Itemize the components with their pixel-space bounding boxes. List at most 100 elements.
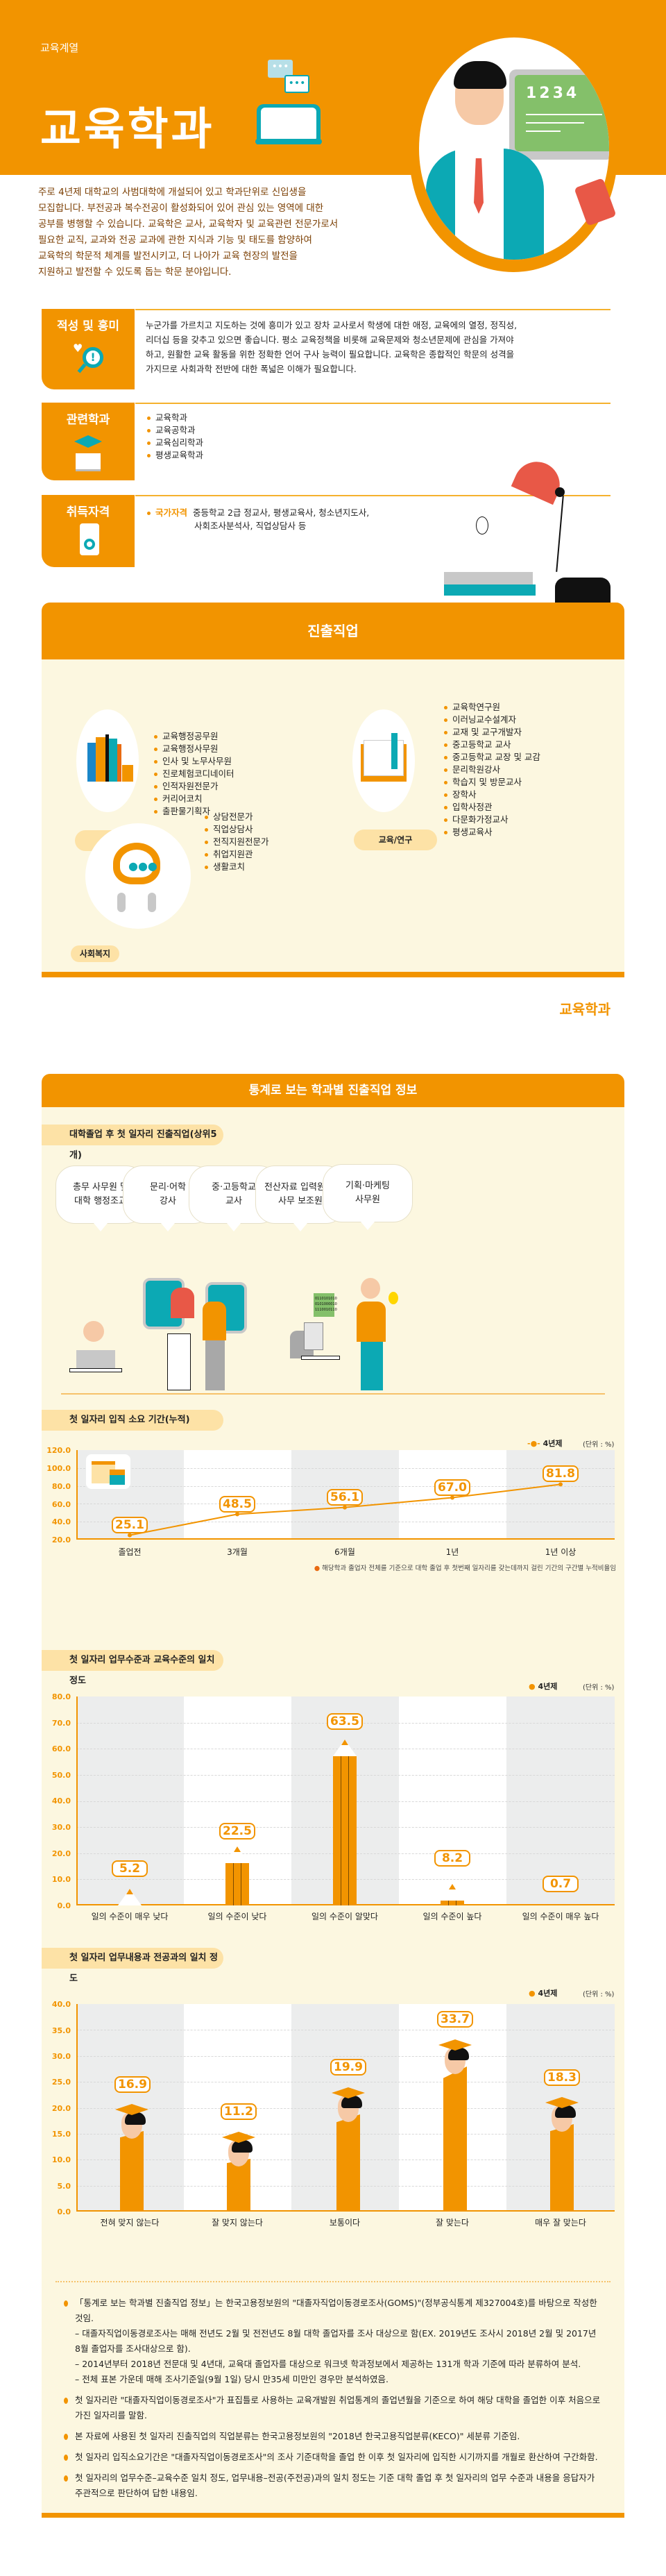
- list-item: 문리학원강사: [443, 764, 540, 776]
- list-item: 생활코치: [203, 861, 269, 873]
- books-icon: [76, 709, 139, 812]
- data-label: 22.5: [219, 1823, 255, 1840]
- career-list-education: 교육학연구원 이러닝교수설계자 교재 및 교구개발자 중고등학교 교사 중고등학…: [443, 701, 540, 839]
- data-label: 56.1: [327, 1489, 363, 1506]
- note-item: 본 자료에 사용된 첫 일자리 진출직업의 직업분류는 한국고용정보원의 "20…: [62, 2429, 604, 2444]
- career-group-education: 교육/연구: [354, 830, 437, 850]
- heart-hands-icon: ●●●: [85, 823, 191, 929]
- list-item: 교육공학과: [146, 424, 203, 437]
- list-item: 중고등학교 교사: [443, 739, 540, 751]
- category-label: 교육계열: [40, 42, 79, 54]
- note-item: 첫 일자리 입직소요기간은 "대졸자직업이동경로조사"의 조사 기준대학을 졸업…: [62, 2450, 604, 2465]
- workers-illustration: 0110101010 0101000010 1110010110: [69, 1253, 652, 1392]
- data-label: 48.5: [219, 1496, 255, 1513]
- list-item: 상담전문가: [203, 811, 269, 823]
- list-item: 평생교육학과: [146, 449, 203, 462]
- speech-bubble-icon: •••: [284, 75, 309, 93]
- related-majors-tab: 관련학과: [42, 403, 135, 480]
- bar-pencil: [225, 1846, 249, 1905]
- laptop-icon: [257, 104, 321, 144]
- aptitude-text: 누군가를 가르치고 지도하는 것에 흥미가 있고 장차 교사로서 학생에 대한 …: [146, 320, 518, 374]
- qualification-content: 국가자격 중등학교 2급 정교사, 평생교육사, 청소년지도사, 사회조사분석사…: [146, 507, 369, 532]
- note-item: 첫 일자리의 업무수준–교육수준 일치 정도, 업무내용–전공(주전공)과의 일…: [62, 2470, 604, 2501]
- list-item: 전직지원전문가: [203, 836, 269, 848]
- chart3-subtitle: 첫 일자리 업무내용과 전공과의 일치 정도: [42, 1948, 223, 1984]
- data-label: 18.3: [544, 2069, 580, 2086]
- career-group-welfare: 사회복지: [71, 945, 119, 962]
- list-item: 다문화가정교사: [443, 814, 540, 826]
- stats-dept-label: 교육학과: [559, 1001, 610, 1018]
- job-bubble-5: 기획·마케팅 사무원: [323, 1164, 413, 1230]
- bar-graduate: [550, 2124, 574, 2212]
- data-label: 16.9: [114, 2076, 151, 2093]
- chalkboard-icon: 1234: [509, 69, 609, 160]
- page-title: 교육학과: [40, 104, 215, 155]
- data-label: 67.0: [434, 1479, 470, 1496]
- career-list-office: 교육행정공무원 교육행정사무원 인사 및 노무사무원 진로체험코디네이터 인적자…: [153, 730, 234, 818]
- qualification-tab: 취득자격: [42, 495, 135, 567]
- list-item: 교육학과: [146, 412, 203, 424]
- list-item: 출판물기획자: [153, 805, 234, 818]
- calendar-briefcase-icon: [86, 1454, 130, 1489]
- floor-line: [61, 1393, 605, 1395]
- data-label: 5.2: [112, 1860, 148, 1877]
- data-label: 0.7: [543, 1876, 579, 1892]
- binary-screen: 0110101010 0101000010 1110010110: [314, 1293, 337, 1317]
- list-item: 이러닝교수설계자: [443, 714, 540, 726]
- chart2-legend: ● 4년제: [529, 1682, 558, 1691]
- graduation-cap-icon: [222, 2132, 255, 2143]
- chart1-unit: (단위 : %): [583, 1441, 615, 1449]
- bar-chart-level: 80.0 70.0 60.0 50.0 40.0 30.0 20.0 10.0 …: [52, 1692, 615, 1921]
- list-item: 중고등학교 교장 및 교감: [443, 751, 540, 764]
- tie-icon: [474, 158, 484, 214]
- bar-graduate: [336, 2114, 360, 2212]
- desk-lamp-icon: [511, 454, 567, 505]
- note-item: 「통계로 보는 학과별 진출직업 정보」는 한국고용정보원의 "대졸자직업이동경…: [62, 2296, 604, 2387]
- chart1-legend: -●- 4년제: [527, 1439, 563, 1448]
- list-item: 교육심리학과: [146, 437, 203, 449]
- chart2-subtitle: 첫 일자리 업무수준과 교육수준의 일치 정도: [42, 1650, 223, 1686]
- graduation-cap-icon: [438, 2039, 472, 2051]
- notes-list: 「통계로 보는 학과별 진출직업 정보」는 한국고용정보원의 "대졸자직업이동경…: [62, 2296, 604, 2507]
- list-item: 학습지 및 방문교사: [443, 776, 540, 789]
- data-label: 81.8: [543, 1465, 579, 1482]
- data-label: 33.7: [437, 2011, 473, 2028]
- book-pencil-icon: [352, 709, 415, 812]
- bar-pencil: [441, 1884, 464, 1905]
- careers-header: 진출직업: [42, 603, 624, 659]
- aptitude-tab: 적성 및 흥미 ! ♥: [42, 309, 135, 389]
- graduation-cap-icon: [545, 2097, 579, 2108]
- line-chart: 120.0 100.0 80.0 60.0 40.0 20.0 25.1 48.…: [46, 1446, 615, 1557]
- line-series: [128, 1482, 563, 1538]
- stats-bottom-bar: [42, 2513, 624, 2518]
- data-label: 11.2: [221, 2103, 257, 2120]
- chart3-unit: (단위 : %): [583, 1991, 615, 1998]
- chart2-unit: (단위 : %): [583, 1684, 615, 1692]
- careers-bottom-bar: [42, 972, 624, 977]
- list-item: 평생교육사: [443, 826, 540, 839]
- careers-panel: 사무 교육행정공무원 교육행정사무원 인사 및 노무사무원 진로체험코디네이터 …: [42, 659, 624, 972]
- laptop-base: [255, 139, 322, 144]
- bar-pencil: [333, 1740, 357, 1905]
- speech-bubble-icon: •••: [268, 60, 293, 78]
- certificate-icon: [67, 523, 109, 565]
- graduation-book-icon: [67, 435, 109, 477]
- top5-subtitle: 대학졸업 후 첫 일자리 진출직업(상위5개): [42, 1125, 223, 1161]
- list-item: 취업지원관: [203, 848, 269, 861]
- lightbulb-pencil-icon: [476, 516, 488, 534]
- qualification-type: 국가자격: [155, 507, 188, 518]
- list-item: 교육학연구원: [443, 701, 540, 714]
- data-label: 8.2: [434, 1850, 470, 1867]
- bar-graduate: [120, 2131, 144, 2212]
- bar-chart-major: 40.0 35.0 30.0 25.0 20.0 15.0 10.0 5.0 0…: [52, 2000, 615, 2228]
- bar-graduate: [443, 2066, 467, 2212]
- list-item: 교육행정공무원: [153, 730, 234, 743]
- magnifier-heart-icon: ! ♥: [67, 342, 109, 383]
- list-item: 커리어코치: [153, 793, 234, 805]
- stats-header: 통계로 보는 학과별 진출직업 정보: [42, 1074, 624, 1107]
- list-item: 장학사: [443, 789, 540, 801]
- list-item: 교재 및 교구개발자: [443, 726, 540, 739]
- graduation-cap-icon: [115, 2104, 148, 2115]
- list-item: 직업상담사: [203, 823, 269, 836]
- related-majors-list: 교육학과 교육공학과 교육심리학과 평생교육학과: [146, 412, 203, 462]
